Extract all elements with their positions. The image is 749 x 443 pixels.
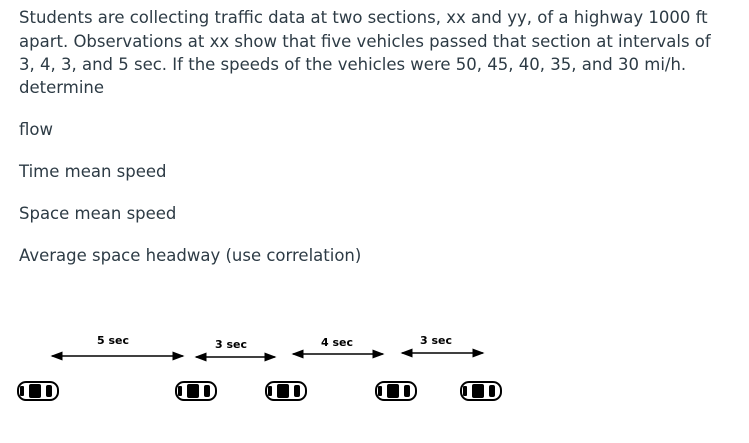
interval-label: 3 sec — [420, 334, 452, 347]
interval-label: 4 sec — [321, 336, 353, 349]
vehicle-icon — [265, 381, 307, 401]
vehicle-icon — [375, 381, 417, 401]
problem-line: Students are collecting traffic data at … — [19, 8, 708, 27]
item: Space mean speed — [19, 204, 177, 223]
item: Time mean speed — [19, 162, 167, 181]
interval-label: 3 sec — [215, 338, 247, 351]
item: Average space headway (use correlation) — [19, 246, 362, 265]
vehicle-icon — [460, 381, 502, 401]
problem-line: apart. Observations at xx show that five… — [19, 32, 711, 51]
interval-label: 5 sec — [97, 334, 129, 347]
item: flow — [19, 120, 53, 139]
problem-line: determine — [19, 78, 105, 97]
problem-line: 3, 4, 3, and 5 sec. If the speeds of the… — [19, 55, 687, 74]
vehicle-icon — [175, 381, 217, 401]
vehicle-icon — [17, 381, 59, 401]
